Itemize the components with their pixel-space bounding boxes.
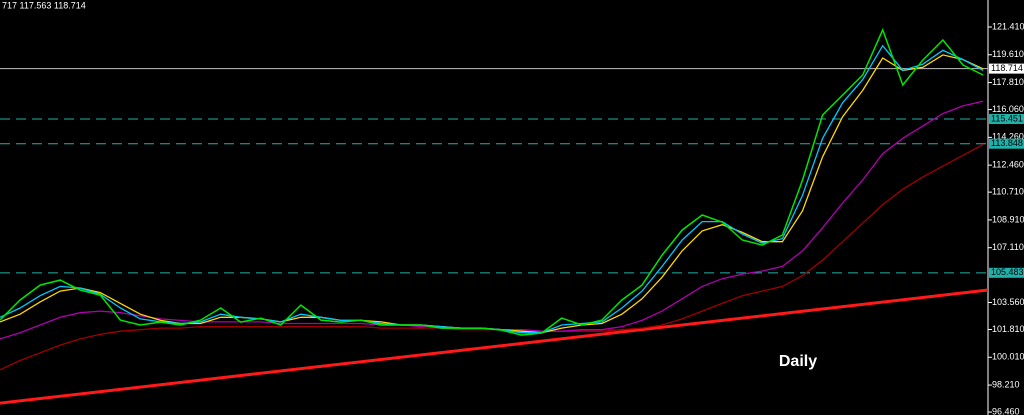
trendline [0, 288, 989, 405]
y-tick-label: 100.010 [992, 352, 1024, 362]
y-tick-label: 112.460 [992, 160, 1024, 170]
level-label: 105.483 [991, 267, 1024, 277]
y-tick-label: 107.110 [992, 242, 1024, 252]
y-tick-label: 96.460 [992, 406, 1020, 415]
y-tick-label: 101.810 [992, 324, 1024, 334]
level-badge [989, 267, 1024, 278]
y-tick-label: 114.260 [992, 132, 1024, 142]
y-tick-label: 110.710 [992, 187, 1024, 197]
y-tick-label: 121.410 [992, 21, 1024, 31]
y-tick-label: 116.060 [992, 104, 1024, 114]
y-tick-label: 119.610 [992, 49, 1024, 59]
level-label: 115.451 [991, 113, 1023, 123]
price-line [0, 27, 984, 336]
y-tick-label: 98.210 [992, 379, 1020, 389]
header-text: 717 117.563 118.714 [2, 0, 86, 10]
level-badge [989, 113, 1024, 124]
level-label: 113.848 [991, 138, 1023, 148]
y-tick-label: 103.560 [992, 297, 1024, 307]
price-badge [989, 63, 1024, 74]
level-badge [989, 138, 1024, 149]
y-tick-label: 117.810 [992, 77, 1024, 87]
current-price-label: 118.714 [991, 63, 1023, 73]
y-tick-label: 108.910 [992, 214, 1024, 224]
timeframe-label: Daily [779, 353, 817, 370]
